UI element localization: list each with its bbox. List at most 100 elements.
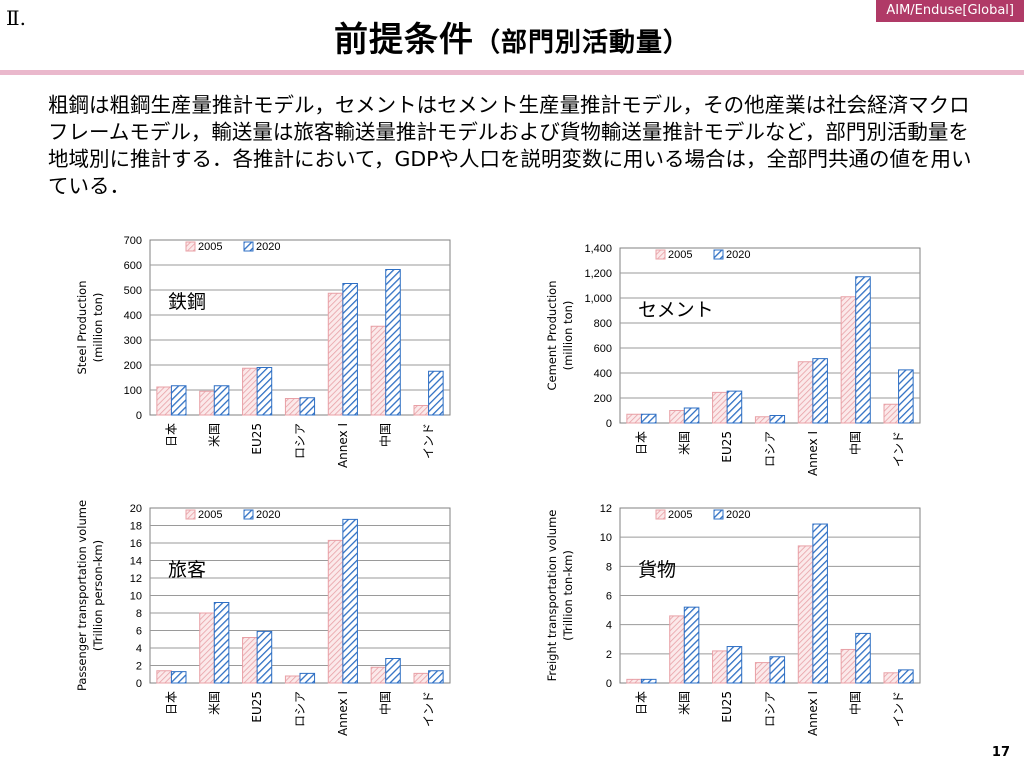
y-axis-label: (Trillion person-km) [91,540,105,651]
y-tick-label: 8 [136,608,142,620]
chart-title: 旅客 [168,559,206,581]
bar-2005-1 [199,612,215,684]
bar-2005-3 [284,675,301,684]
title-main: 前提条件 [333,20,474,60]
legend-label-2005: 2005 [198,509,222,521]
bar-2005-1 [669,615,685,684]
bar-2020-5 [855,276,871,424]
bar-2005-0 [156,670,172,684]
y-tick-label: 1,400 [584,243,612,255]
x-tick-label: ロシア [293,691,307,727]
plot-area [619,247,921,424]
bar-2005-6 [883,403,900,424]
bar-2005-4 [797,361,814,424]
bar-2005-2 [712,391,728,424]
x-tick-label: Annex I [336,423,350,468]
x-tick-label: インド [422,691,436,727]
bar-2020-1 [213,385,230,416]
bar-2005-6 [413,672,430,684]
bar-2020-0 [170,671,187,684]
x-tick-label: ロシア [293,423,307,459]
y-tick-label: 700 [124,235,142,247]
legend-label-2005: 2005 [668,249,692,261]
x-tick-label: Annex I [806,431,820,476]
y-tick-label: 8 [606,561,612,573]
bar-2020-1 [683,606,700,684]
bar-2005-0 [626,413,642,424]
chart-title: 貨物 [638,559,676,581]
y-tick-label: 2 [136,661,142,673]
legend-swatch-2005 [185,509,196,520]
bar-2020-1 [683,407,700,424]
bar-2005-5 [840,296,857,424]
y-tick-label: 200 [594,393,612,405]
bar-2005-6 [883,672,900,684]
legend-label-2020: 2020 [256,509,280,521]
x-tick-label: ロシア [763,691,777,727]
x-tick-label: 米国 [677,431,691,455]
steel-chart: 0 100 200 300 400 500 600 700 日本 米国 EU25 ロシア Annex I… [75,235,451,468]
y-tick-label: 12 [600,503,612,515]
x-tick-label: ロシア [763,431,777,467]
x-tick-label: 中国 [378,423,393,447]
bar-2005-3 [754,416,771,424]
y-tick-label: 6 [136,626,142,638]
bar-2005-3 [754,662,771,684]
x-tick-label: 日本 [164,423,178,447]
title-sub: （部門別活動量） [473,28,690,58]
passenger-chart: 0 2 4 6 8 10 12 14 16 18 20 日本 米国 EU25 ロシア Annex I 中国 インド… [75,500,451,736]
y-tick-label: 400 [124,310,142,322]
bar-2005-3 [284,398,301,416]
bar-2020-2 [726,390,743,424]
chart-title: セメント [638,299,714,321]
page-number: 17 [991,745,1010,760]
bar-2005-0 [156,386,172,416]
y-tick-label: 14 [130,556,142,568]
bar-2020-0 [640,413,657,424]
y-axis-label: Passenger transportation volume [75,500,89,691]
cement-chart: 0 200 400 600 800 1,000 1,200 1,400 日本 米国 EU25 ロシア A… [545,243,921,476]
legend-swatch-2005 [655,249,666,260]
bar-2020-5 [385,658,401,684]
bar-2020-4 [342,283,358,416]
y-tick-label: 800 [594,318,612,330]
y-tick-label: 4 [606,620,612,632]
y-tick-label: 20 [130,503,142,515]
y-tick-label: 0 [136,410,142,422]
y-tick-label: 0 [606,678,612,690]
bar-2020-2 [256,367,273,416]
bar-2005-6 [413,405,430,416]
bar-2005-2 [242,367,258,416]
x-tick-label: EU25 [250,691,264,723]
legend-swatch-2020 [713,249,724,260]
bar-2020-2 [256,630,273,684]
x-tick-label: 米国 [677,691,691,715]
bar-2020-0 [640,678,657,684]
y-tick-label: 200 [124,360,142,372]
legend-label-2020: 2020 [256,241,280,253]
page-title: 前提条件（部門別活動量） [0,12,1024,61]
bar-2020-2 [726,646,743,684]
model-tag: AIM/Enduse[Global] [876,0,1024,22]
y-axis-label: (million ton) [561,301,575,371]
bar-2005-4 [327,539,344,684]
y-axis-label: Cement Production [545,280,559,390]
y-tick-label: 12 [130,573,142,585]
bar-2020-4 [812,358,828,424]
y-tick-label: 10 [600,532,612,544]
legend-label-2005: 2005 [668,509,692,521]
bar-2020-5 [385,269,401,416]
bar-2020-4 [812,523,828,684]
bar-2020-4 [342,518,358,684]
x-tick-label: Annex I [806,691,820,736]
x-tick-label: 日本 [634,691,648,715]
bar-2005-1 [199,390,215,416]
freight-chart: 0 2 4 6 8 10 12 日本 米国 EU25 ロシア Annex I 中国 インド Freight … [545,503,921,736]
legend-label-2020: 2020 [726,509,750,521]
x-tick-label: EU25 [720,431,734,463]
legend-swatch-2020 [243,509,254,520]
x-tick-label: 日本 [164,691,178,715]
y-tick-label: 600 [594,343,612,355]
y-tick-label: 0 [136,678,142,690]
y-axis-label: Freight transportation volume [545,510,559,682]
